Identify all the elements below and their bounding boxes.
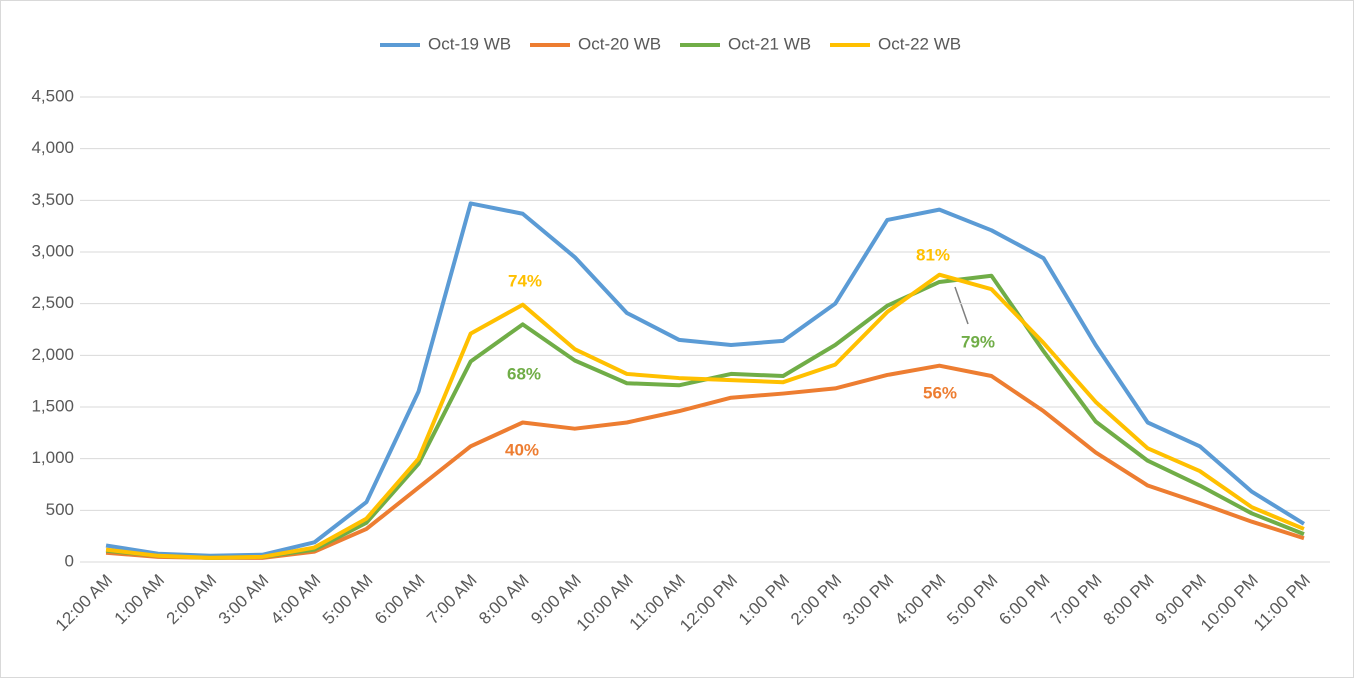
legend-label: Oct-22 WB	[878, 34, 961, 53]
series-line	[105, 272, 1305, 560]
annotation: 74%	[508, 271, 542, 290]
legend-label: Oct-21 WB	[728, 34, 811, 53]
y-tick-label: 1,500	[31, 396, 74, 415]
y-tick-label: 4,500	[31, 86, 74, 105]
annotation: 56%	[923, 383, 957, 402]
leader-line	[954, 286, 969, 325]
series-line	[105, 201, 1306, 558]
annotation: 79%	[961, 332, 995, 351]
annotation: 68%	[507, 364, 541, 383]
y-tick-label: 0	[65, 551, 74, 570]
legend-label: Oct-19 WB	[428, 34, 511, 53]
legend-label: Oct-20 WB	[578, 34, 661, 53]
y-tick-label: 3,500	[31, 190, 74, 209]
y-tick-label: 1,000	[31, 448, 74, 467]
y-tick-label: 2,000	[31, 345, 74, 364]
y-tick-label: 2,500	[31, 293, 74, 312]
y-tick-label: 4,000	[31, 138, 74, 157]
y-tick-label: 3,000	[31, 241, 74, 260]
annotation: 81%	[916, 245, 950, 264]
annotation: 40%	[505, 440, 539, 459]
y-tick-label: 500	[46, 500, 74, 519]
